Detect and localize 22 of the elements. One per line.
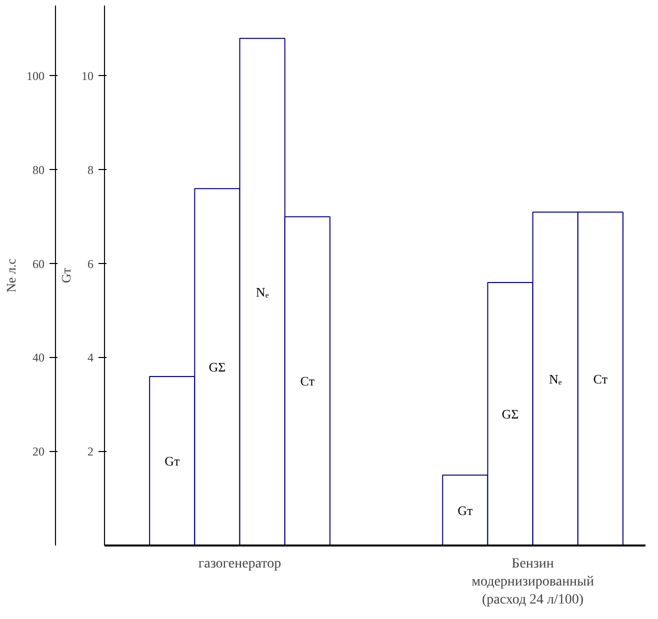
y-axis-title: Gт: [58, 268, 74, 284]
text: Nₑ: [548, 371, 562, 386]
y2-tick-label: 40: [32, 350, 44, 365]
text: Cт: [593, 371, 608, 386]
series-label: Gт: [164, 453, 180, 468]
y-tick-label: 10: [82, 68, 94, 83]
y2-tick-label: 20: [32, 444, 44, 459]
series-label: Cт: [300, 374, 315, 389]
y2-tick-label: 100: [26, 68, 44, 83]
y-tick-label: 6: [88, 256, 94, 271]
y-tick-label: 2: [88, 444, 94, 459]
y2-tick-label: 60: [32, 256, 44, 271]
x-tick-label: газогенератор: [198, 556, 282, 572]
y-tick-label: 4: [88, 350, 94, 365]
y2-tick-label: 80: [32, 162, 44, 177]
x-tick-label: Бензин модернизированный (расход 24 л/100): [472, 556, 594, 608]
series-label: GΣ: [502, 406, 519, 422]
series-label: Nₑ: [256, 284, 270, 300]
text: GΣ: [208, 360, 226, 375]
y2-axis-title: Ne л.с: [4, 258, 18, 292]
text: Gт: [458, 502, 473, 518]
y-tick-label: 8: [88, 162, 94, 177]
